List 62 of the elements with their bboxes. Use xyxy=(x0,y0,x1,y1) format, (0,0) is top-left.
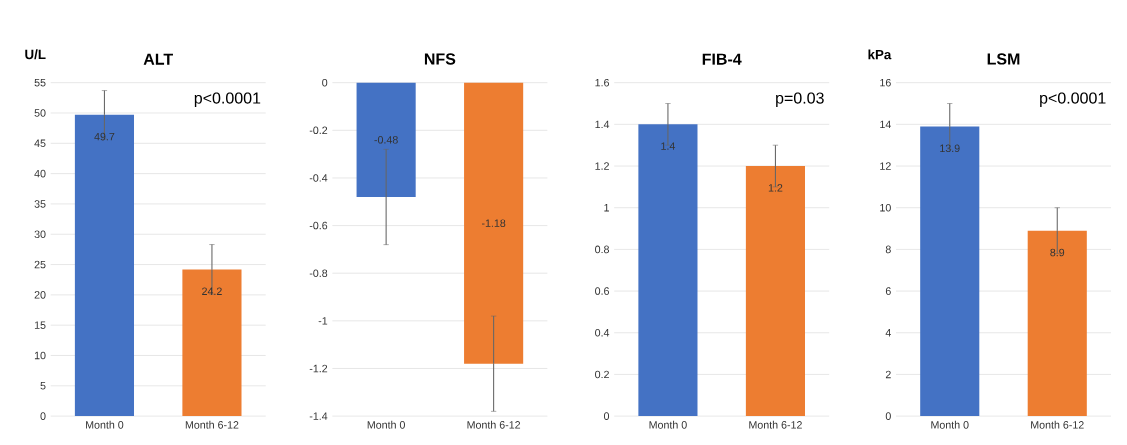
data-label: 13.9 xyxy=(940,144,960,152)
y-tick-label: 8 xyxy=(885,245,891,253)
x-tick-label: Month 0 xyxy=(367,420,405,429)
y-tick-label: 1.2 xyxy=(595,162,609,170)
y-tick-label: 55 xyxy=(34,78,46,87)
y-tick-label: 20 xyxy=(34,290,46,299)
x-tick-label: Month 6-12 xyxy=(185,420,239,429)
y-tick-label: 14 xyxy=(880,120,891,128)
y-tick-label: 16 xyxy=(880,78,891,87)
chart-title: FIB-4 xyxy=(702,53,742,65)
y-tick-label: 0 xyxy=(603,412,610,420)
y-tick-label: 40 xyxy=(34,169,46,178)
y-tick-label: -1.2 xyxy=(309,364,328,372)
y-axis-title: kPa xyxy=(868,49,892,60)
x-tick-label: Month 0 xyxy=(931,420,969,429)
y-tick-label: -1 xyxy=(318,316,328,325)
y-tick-label: 15 xyxy=(34,321,46,329)
data-label: 24.2 xyxy=(202,287,222,295)
y-tick-label: 0.6 xyxy=(595,287,609,295)
annotation: p<0.0001 xyxy=(194,92,261,107)
x-tick-label: Month 6-12 xyxy=(749,420,802,429)
x-tick-label: Month 6-12 xyxy=(1031,420,1084,429)
x-tick-label: Month 6-12 xyxy=(467,420,521,429)
y-tick-label: 0.8 xyxy=(595,245,609,253)
data-label: 1.4 xyxy=(661,142,676,150)
y-tick-label: 0 xyxy=(322,78,328,87)
y-tick-label: -0.2 xyxy=(309,126,328,134)
annotation: p<0.0001 xyxy=(1040,92,1106,107)
chart-title: NFS xyxy=(424,53,456,65)
y-tick-label: 2 xyxy=(885,370,891,378)
y-tick-label: 30 xyxy=(34,230,46,238)
y-tick-label: 6 xyxy=(885,287,891,295)
y-tick-label: 10 xyxy=(880,203,891,212)
y-tick-label: 12 xyxy=(880,162,891,170)
x-tick-label: Month 0 xyxy=(86,420,124,429)
y-tick-label: 1.6 xyxy=(595,78,609,87)
y-tick-label: -0.4 xyxy=(309,173,328,182)
y-tick-label: 1.4 xyxy=(595,120,610,128)
annotation: p=0.03 xyxy=(776,92,824,107)
y-tick-label: 4 xyxy=(885,328,891,337)
y-tick-label: 0 xyxy=(40,412,46,420)
y-tick-label: 0.4 xyxy=(595,328,610,337)
chart-title: ALT xyxy=(143,53,173,65)
y-tick-label: 50 xyxy=(34,109,46,117)
y-tick-label: 5 xyxy=(40,381,46,390)
data-label: -0.48 xyxy=(374,135,398,144)
y-axis-title: U/L xyxy=(25,49,46,60)
y-tick-label: -0.6 xyxy=(309,221,328,230)
y-tick-label: -0.8 xyxy=(309,269,328,277)
data-label: 1.2 xyxy=(768,183,783,192)
y-tick-label: 45 xyxy=(34,139,46,147)
chart-title: LSM xyxy=(987,53,1020,65)
x-tick-label: Month 0 xyxy=(649,420,687,429)
data-label: 8.9 xyxy=(1050,248,1065,257)
y-tick-label: 0.2 xyxy=(595,370,609,378)
y-tick-label: 0 xyxy=(885,412,891,420)
y-tick-label: -1.4 xyxy=(309,412,328,420)
y-tick-label: 1 xyxy=(604,203,609,212)
y-tick-label: 10 xyxy=(34,351,46,360)
data-label: -1.18 xyxy=(481,219,506,227)
y-tick-label: 25 xyxy=(34,260,46,269)
y-tick-label: 35 xyxy=(34,199,46,208)
